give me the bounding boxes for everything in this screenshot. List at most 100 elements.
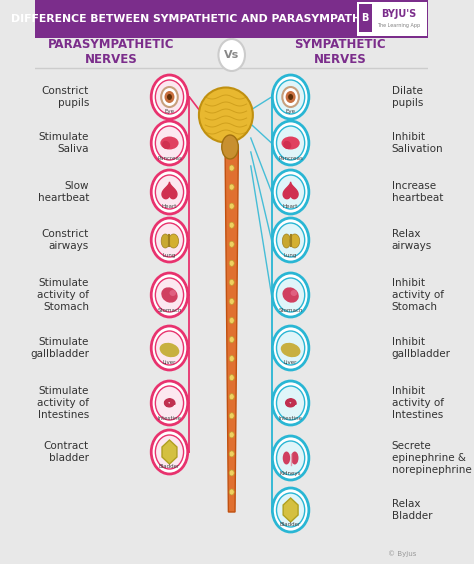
Circle shape (155, 175, 183, 209)
Text: Liver: Liver (284, 360, 297, 365)
Circle shape (273, 381, 309, 425)
Text: Bladder: Bladder (280, 522, 301, 527)
Text: Heart: Heart (162, 205, 177, 209)
Text: © Byjus: © Byjus (388, 550, 417, 557)
Circle shape (229, 432, 234, 438)
Circle shape (229, 222, 234, 228)
Circle shape (229, 489, 234, 495)
Text: Contract
bladder: Contract bladder (44, 441, 89, 463)
Text: Stomach: Stomach (278, 307, 303, 312)
Polygon shape (162, 182, 177, 199)
Circle shape (229, 337, 234, 342)
Circle shape (229, 165, 234, 171)
Circle shape (219, 39, 245, 71)
Circle shape (229, 470, 234, 476)
Circle shape (273, 436, 309, 480)
Circle shape (155, 386, 183, 420)
Text: Constrict
airways: Constrict airways (42, 229, 89, 251)
Ellipse shape (170, 290, 176, 296)
Circle shape (161, 87, 178, 107)
Text: Intestine: Intestine (279, 416, 302, 421)
Circle shape (273, 326, 309, 370)
Polygon shape (283, 182, 298, 199)
Text: B: B (362, 13, 369, 23)
Circle shape (155, 435, 183, 469)
Circle shape (273, 488, 309, 532)
Text: Constrict
pupils: Constrict pupils (42, 86, 89, 108)
Circle shape (276, 80, 305, 114)
Polygon shape (283, 498, 298, 522)
Text: Stimulate
activity of
Intestines: Stimulate activity of Intestines (37, 386, 89, 420)
Text: Stimulate
activity of
Stomach: Stimulate activity of Stomach (37, 277, 89, 312)
Text: Slow
heartbeat: Slow heartbeat (37, 181, 89, 203)
Text: Stimulate
gallbladder: Stimulate gallbladder (30, 337, 89, 359)
Circle shape (155, 223, 183, 257)
Text: Relax
Bladder: Relax Bladder (392, 499, 432, 521)
Text: Stimulate
Saliva: Stimulate Saliva (38, 132, 89, 154)
Ellipse shape (160, 343, 179, 357)
Circle shape (229, 298, 234, 305)
Circle shape (276, 175, 305, 209)
Text: Eye: Eye (286, 109, 296, 114)
Circle shape (155, 278, 183, 312)
FancyBboxPatch shape (357, 2, 427, 36)
Circle shape (155, 80, 183, 114)
Text: Inhibit
Salivation: Inhibit Salivation (392, 132, 444, 154)
Text: Bladder: Bladder (159, 465, 180, 469)
Circle shape (151, 121, 188, 165)
Ellipse shape (283, 287, 299, 303)
Circle shape (151, 326, 188, 370)
Circle shape (151, 75, 188, 119)
Text: Dilate
pupils: Dilate pupils (392, 86, 423, 108)
Ellipse shape (281, 343, 301, 357)
Circle shape (229, 261, 234, 266)
Circle shape (229, 355, 234, 362)
Circle shape (286, 91, 296, 103)
Circle shape (273, 273, 309, 317)
Text: Pancreas: Pancreas (278, 156, 303, 161)
Ellipse shape (283, 234, 291, 248)
Ellipse shape (222, 135, 238, 159)
Text: Increase
heartbeat: Increase heartbeat (392, 181, 443, 203)
Text: Vs: Vs (224, 50, 239, 60)
Circle shape (283, 87, 299, 107)
Text: Secrete
epinephrine &
norepinephrine: Secrete epinephrine & norepinephrine (392, 440, 472, 475)
Circle shape (151, 273, 188, 317)
Text: The Learning App: The Learning App (377, 23, 420, 28)
Ellipse shape (199, 87, 253, 143)
Ellipse shape (161, 287, 178, 303)
Text: Inhibit
activity of
Stomach: Inhibit activity of Stomach (392, 277, 444, 312)
Circle shape (276, 223, 305, 257)
Polygon shape (162, 440, 177, 464)
Circle shape (276, 441, 305, 475)
Ellipse shape (160, 136, 179, 149)
Ellipse shape (291, 452, 299, 465)
Circle shape (229, 318, 234, 324)
Text: Inhibit
activity of
Intestines: Inhibit activity of Intestines (392, 386, 444, 420)
Circle shape (276, 493, 305, 527)
Polygon shape (225, 148, 238, 512)
Ellipse shape (162, 141, 170, 149)
FancyBboxPatch shape (359, 4, 372, 32)
Circle shape (151, 381, 188, 425)
Text: Liver: Liver (163, 360, 176, 365)
Circle shape (151, 218, 188, 262)
Circle shape (276, 386, 305, 420)
Text: Inhibit
gallbladder: Inhibit gallbladder (392, 337, 451, 359)
Ellipse shape (291, 290, 297, 296)
Circle shape (229, 374, 234, 381)
Text: Kidneys: Kidneys (280, 470, 301, 475)
Circle shape (167, 94, 172, 100)
Text: DIFFERENCE BETWEEN SYMPATHETIC AND PARASYMPATHETIC: DIFFERENCE BETWEEN SYMPATHETIC AND PARAS… (11, 14, 388, 24)
Circle shape (229, 279, 234, 285)
Ellipse shape (283, 452, 290, 465)
Text: PARASYMPATHETIC
NERVES: PARASYMPATHETIC NERVES (48, 38, 174, 66)
Circle shape (155, 331, 183, 365)
Circle shape (229, 184, 234, 190)
Circle shape (229, 451, 234, 457)
Ellipse shape (283, 141, 292, 149)
Text: Lung: Lung (284, 253, 297, 258)
Circle shape (273, 218, 309, 262)
Circle shape (273, 75, 309, 119)
Text: Relax
airways: Relax airways (392, 229, 432, 251)
